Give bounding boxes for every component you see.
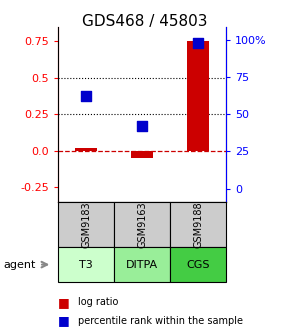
Point xyxy=(140,123,144,129)
Text: T3: T3 xyxy=(79,260,93,269)
Text: agent: agent xyxy=(3,260,35,269)
Text: GDS468 / 45803: GDS468 / 45803 xyxy=(82,14,208,30)
Text: GSM9183: GSM9183 xyxy=(81,201,91,248)
Text: CGS: CGS xyxy=(186,260,210,269)
Text: ■: ■ xyxy=(58,314,70,327)
Point xyxy=(84,94,88,99)
Bar xyxy=(75,148,97,151)
Text: GSM9163: GSM9163 xyxy=(137,201,147,248)
Text: DITPA: DITPA xyxy=(126,260,158,269)
Text: ■: ■ xyxy=(58,296,70,309)
Text: log ratio: log ratio xyxy=(78,297,119,307)
Bar xyxy=(187,41,209,151)
Point xyxy=(196,40,200,46)
Bar xyxy=(131,151,153,158)
Text: percentile rank within the sample: percentile rank within the sample xyxy=(78,316,243,326)
Text: GSM9188: GSM9188 xyxy=(193,201,203,248)
